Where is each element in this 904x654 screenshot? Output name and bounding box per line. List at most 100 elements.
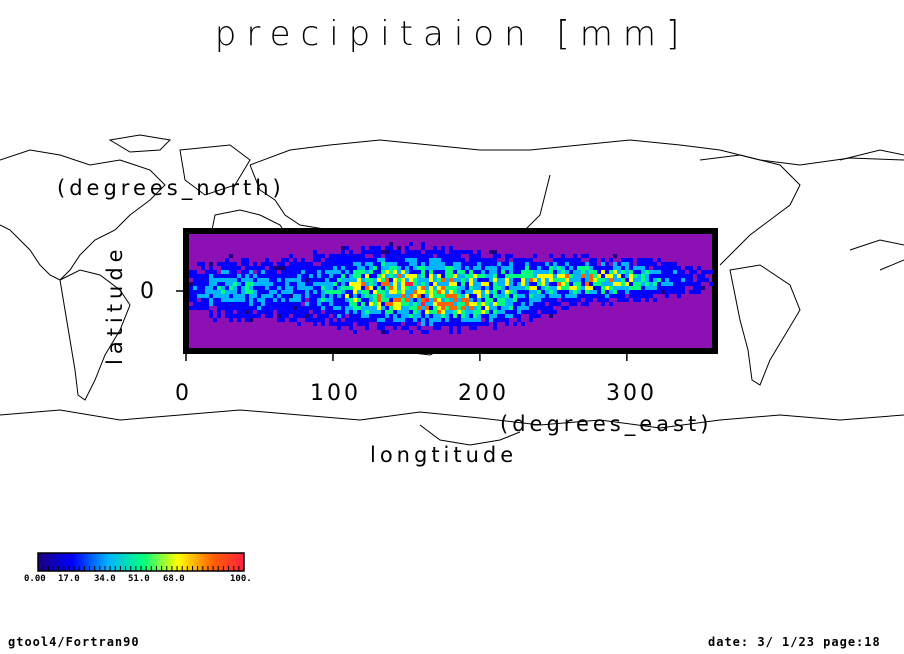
heatmap-cell [497, 306, 501, 310]
heatmap-cell [297, 314, 301, 318]
heatmap-cell [493, 310, 497, 314]
heatmap-cell [689, 274, 693, 278]
heatmap-cell [245, 274, 249, 278]
heatmap-cell [681, 282, 685, 286]
heatmap-cell [657, 270, 661, 274]
heatmap-cell [585, 302, 589, 306]
heatmap-cell [273, 294, 277, 298]
heatmap-cell [609, 302, 613, 306]
heatmap-cell [409, 258, 413, 262]
heatmap-cell [521, 306, 525, 310]
heatmap-cell [321, 298, 325, 302]
heatmap-cell [229, 286, 233, 290]
heatmap-cell [197, 302, 201, 306]
heatmap-cell [521, 282, 525, 286]
heatmap-cell [345, 246, 349, 250]
heatmap-cell [333, 298, 337, 302]
heatmap-cell [517, 266, 521, 270]
heatmap-cell [409, 242, 413, 246]
heatmap-cell [581, 262, 585, 266]
heatmap-cell [317, 270, 321, 274]
heatmap-cell [569, 282, 573, 286]
heatmap-cell [537, 278, 541, 282]
heatmap-cell [493, 262, 497, 266]
heatmap-cell [457, 254, 461, 258]
heatmap-cell [425, 278, 429, 282]
heatmap-cell [449, 302, 453, 306]
heatmap-cell [293, 266, 297, 270]
heatmap-cell [529, 286, 533, 290]
heatmap-cell [533, 310, 537, 314]
heatmap-cell [257, 278, 261, 282]
heatmap-cell [565, 278, 569, 282]
heatmap-cell [573, 262, 577, 266]
heatmap-cell [501, 298, 505, 302]
heatmap-cell [309, 306, 313, 310]
heatmap-cell [297, 290, 301, 294]
heatmap-cell [441, 286, 445, 290]
heatmap-cell [281, 294, 285, 298]
heatmap-cell [281, 258, 285, 262]
heatmap-cell [473, 266, 477, 270]
heatmap-cell [261, 278, 265, 282]
heatmap-cell [417, 318, 421, 322]
heatmap-cell [417, 314, 421, 318]
heatmap-cell [313, 318, 317, 322]
heatmap-cell [509, 286, 513, 290]
heatmap-cell [437, 306, 441, 310]
heatmap-cell [381, 322, 385, 326]
heatmap-cell [197, 290, 201, 294]
heatmap-cell [457, 262, 461, 266]
heatmap-cell [657, 258, 661, 262]
heatmap-cell [585, 270, 589, 274]
heatmap-cell [357, 294, 361, 298]
heatmap-cell [433, 322, 437, 326]
heatmap-cell [201, 278, 205, 282]
heatmap-cell [525, 294, 529, 298]
heatmap-cell [465, 294, 469, 298]
heatmap-cell [325, 302, 329, 306]
heatmap-cell [317, 290, 321, 294]
heatmap-cell [297, 282, 301, 286]
colorbar-label-0: 0.00 [24, 574, 46, 584]
heatmap-cell [545, 286, 549, 290]
heatmap-cell [477, 294, 481, 298]
heatmap-cell [473, 314, 477, 318]
heatmap-cell [441, 274, 445, 278]
heatmap-cell [589, 258, 593, 262]
heatmap-cell [349, 278, 353, 282]
heatmap-cell [425, 294, 429, 298]
heatmap-cell [517, 286, 521, 290]
heatmap-cell [205, 278, 209, 282]
heatmap-cell [329, 278, 333, 282]
heatmap-cell [273, 270, 277, 274]
heatmap-cell [313, 298, 317, 302]
heatmap-cell [481, 294, 485, 298]
heatmap-cell [469, 286, 473, 290]
heatmap-cell [249, 270, 253, 274]
heatmap-cell [461, 278, 465, 282]
heatmap-cell [449, 314, 453, 318]
heatmap-cell [621, 258, 625, 262]
heatmap-cell [353, 290, 357, 294]
heatmap-cell [469, 250, 473, 254]
heatmap-cell [569, 290, 573, 294]
heatmap-cell [473, 274, 477, 278]
heatmap-cell [469, 314, 473, 318]
heatmap-cell [409, 310, 413, 314]
heatmap-cell [213, 274, 217, 278]
heatmap-cell [349, 250, 353, 254]
heatmap-cell [441, 314, 445, 318]
heatmap-cell [461, 314, 465, 318]
heatmap-cell [697, 274, 701, 278]
heatmap-cell [341, 314, 345, 318]
heatmap-cell [285, 282, 289, 286]
heatmap-cell [645, 290, 649, 294]
heatmap-cell [401, 314, 405, 318]
x-tick-marks [185, 354, 628, 361]
heatmap-cell [361, 250, 365, 254]
heatmap-cell [341, 306, 345, 310]
heatmap-cell [617, 274, 621, 278]
heatmap-cell [297, 270, 301, 274]
x-tick-label-100: 100 [310, 381, 361, 406]
